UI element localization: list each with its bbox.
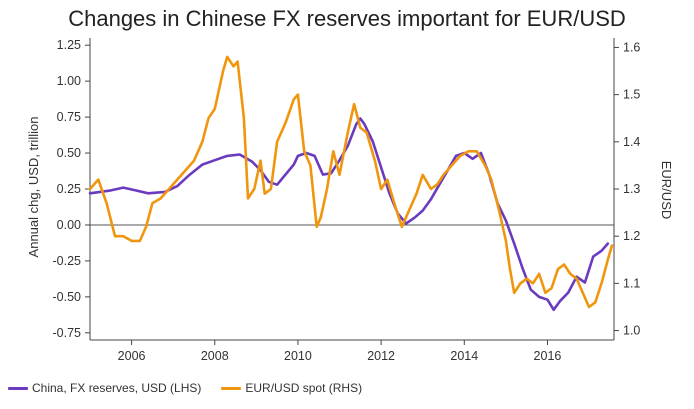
y-right-tick-label: 1.4 (623, 135, 640, 149)
x-tick-label: 2012 (367, 349, 395, 363)
legend-swatch-fx-reserves (8, 386, 28, 390)
legend-label-fx-reserves: China, FX reserves, USD (LHS) (32, 381, 202, 395)
y-left-tick-label: 1.00 (57, 74, 81, 88)
x-tick-label: 2014 (450, 349, 478, 363)
x-ticks: 2006 2008 2010 2012 2014 2016 (118, 340, 562, 363)
y-left-tick-label: 0.25 (57, 182, 81, 196)
series-line-eurusd (88, 55, 614, 309)
y-axis-right-label: EUR/USD (659, 161, 674, 220)
x-tick-label: 2006 (118, 349, 146, 363)
y-right-tick-label: 1.6 (623, 40, 640, 54)
y-left-tick-label: -0.50 (53, 290, 82, 304)
y-right-tick-label: 1.5 (623, 88, 640, 102)
chart-title: Changes in Chinese FX reserves important… (68, 6, 626, 31)
legend: China, FX reserves, USD (LHS) EUR/USD sp… (8, 381, 362, 395)
y-right-tick-label: 1.1 (623, 276, 640, 290)
y-left-tick-label: -0.25 (53, 254, 82, 268)
y-right-tick-label: 1.3 (623, 182, 640, 196)
y-right-ticks: 1.6 1.5 1.4 1.3 1.2 1.1 1.0 (614, 40, 640, 338)
y-left-tick-label: 0.50 (57, 146, 81, 160)
x-tick-label: 2008 (201, 349, 229, 363)
series-line-fx-reserves (88, 117, 610, 312)
y-left-tick-label: -0.75 (53, 326, 82, 340)
y-left-tick-label: 0.00 (57, 218, 81, 232)
y-right-tick-label: 1.0 (623, 324, 640, 338)
y-right-tick-label: 1.2 (623, 229, 640, 243)
y-left-tick-label: 1.25 (57, 38, 81, 52)
legend-item-eurusd: EUR/USD spot (RHS) (221, 381, 362, 395)
y-axis-left-label: Annual chg, USD, trillion (26, 117, 41, 258)
legend-item-fx-reserves: China, FX reserves, USD (LHS) (8, 381, 201, 395)
legend-label-eurusd: EUR/USD spot (RHS) (245, 381, 363, 395)
series-layer (88, 55, 614, 312)
y-left-ticks: 1.25 1.00 0.75 0.50 0.25 0.00 -0.25 -0.50 -0.75 (53, 38, 90, 340)
x-tick-label: 2016 (534, 349, 562, 363)
x-tick-label: 2010 (284, 349, 312, 363)
y-left-tick-label: 0.75 (57, 110, 81, 124)
legend-swatch-eurusd (221, 386, 242, 390)
